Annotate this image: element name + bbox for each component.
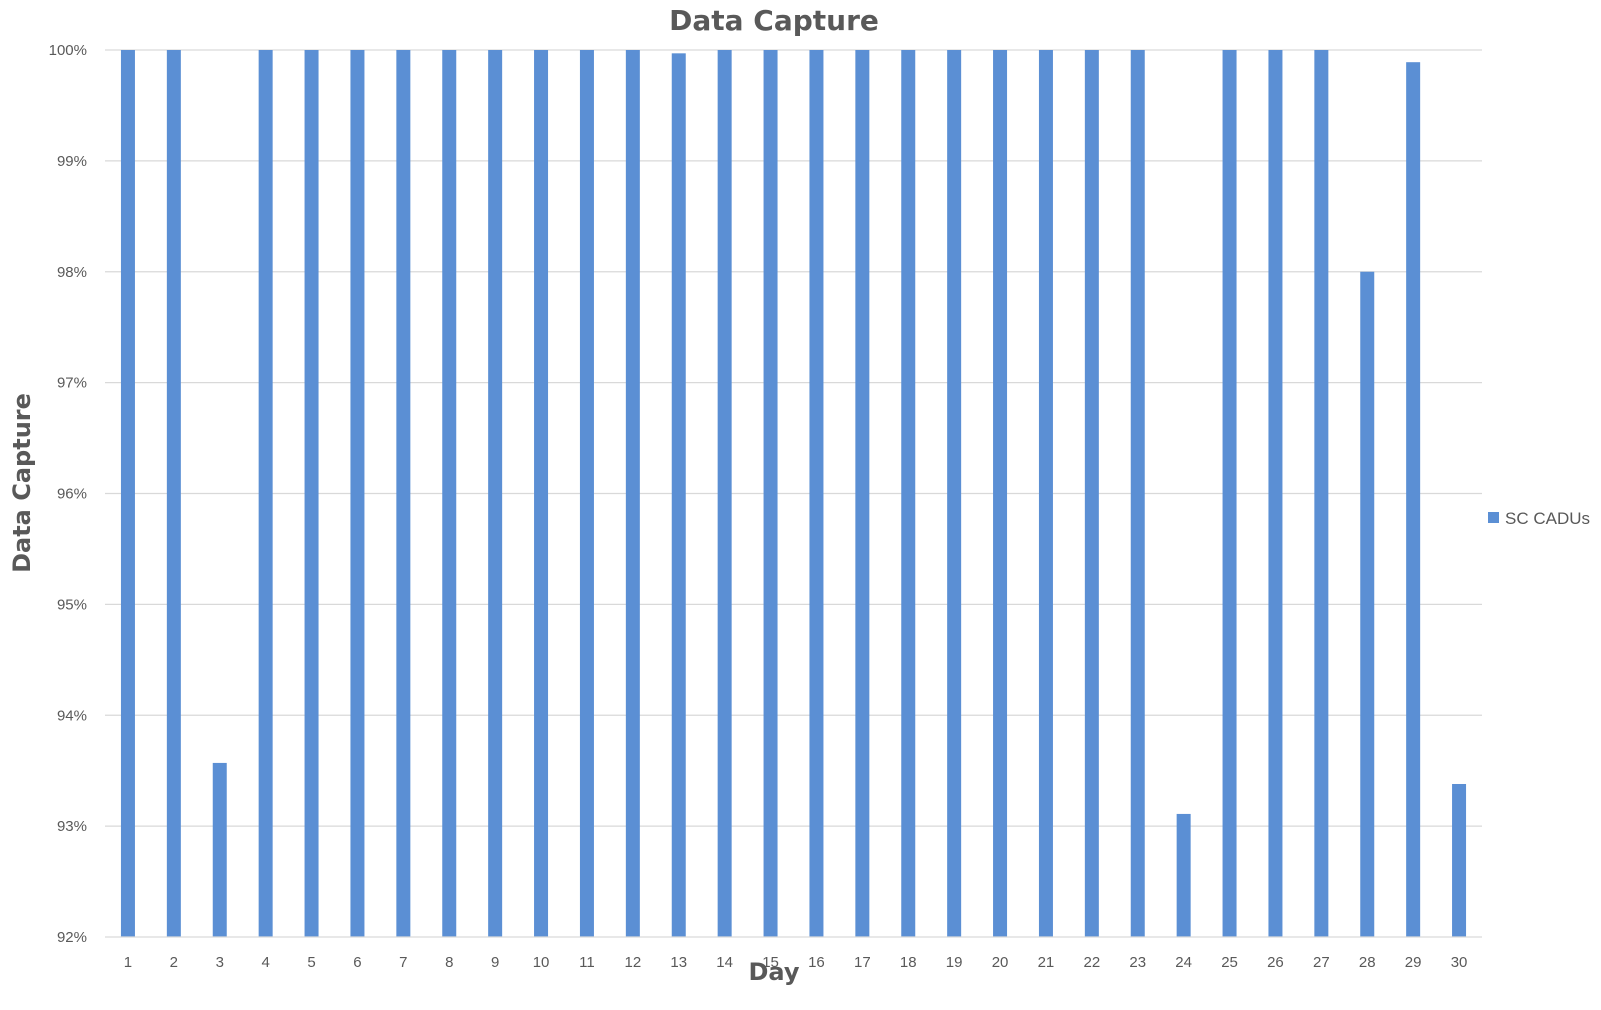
x-tick-label: 15 xyxy=(762,954,779,971)
x-tick-label: 22 xyxy=(1084,954,1101,971)
y-tick-label: 92% xyxy=(57,929,87,946)
x-tick-label: 12 xyxy=(625,954,642,971)
x-tick-label: 16 xyxy=(808,954,825,971)
bar-day-28 xyxy=(1360,271,1375,937)
bar-day-11 xyxy=(579,50,594,937)
bar-day-26 xyxy=(1268,50,1283,937)
x-tick-label: 19 xyxy=(946,954,963,971)
x-tick-label: 9 xyxy=(491,954,499,971)
legend-swatch xyxy=(1488,512,1499,523)
x-tick-label: 1 xyxy=(124,954,132,971)
y-tick-label: 98% xyxy=(57,264,87,281)
y-axis-tick-labels: 92% 93% 94% 95% 96% 97% 98% 99% 100% xyxy=(49,42,87,946)
bar-day-4 xyxy=(258,50,273,937)
x-axis-tick-labels: 1 2 3 4 5 6 7 8 9 10 11 12 13 14 15 16 17 18 19 20 21 22 23 24 2… xyxy=(124,954,1468,971)
x-tick-label: 30 xyxy=(1451,954,1468,971)
x-tick-label: 27 xyxy=(1313,954,1330,971)
x-tick-label: 18 xyxy=(900,954,917,971)
x-tick-label: 7 xyxy=(399,954,407,971)
x-axis-title: Day xyxy=(748,958,799,986)
bar-day-18 xyxy=(901,50,916,937)
bar-day-19 xyxy=(947,50,962,937)
bar-day-13 xyxy=(671,53,686,938)
x-tick-label: 4 xyxy=(261,954,269,971)
x-tick-label: 28 xyxy=(1359,954,1376,971)
chart-title: Data Capture xyxy=(669,4,879,37)
bar-day-10 xyxy=(534,50,549,937)
x-tick-label: 29 xyxy=(1405,954,1422,971)
y-tick-label: 99% xyxy=(57,153,87,170)
bar-day-16 xyxy=(809,50,824,937)
y-tick-label: 97% xyxy=(57,375,87,392)
bar-day-27 xyxy=(1314,50,1329,937)
x-tick-label: 10 xyxy=(533,954,550,971)
x-tick-label: 26 xyxy=(1267,954,1284,971)
bar-day-17 xyxy=(855,50,870,937)
bar-day-5 xyxy=(304,50,319,937)
x-tick-label: 14 xyxy=(716,954,733,971)
x-tick-label: 3 xyxy=(216,954,224,971)
bar-day-2 xyxy=(166,50,181,937)
y-tick-label: 93% xyxy=(57,818,87,835)
bars xyxy=(120,50,1467,938)
x-tick-label: 24 xyxy=(1175,954,1192,971)
bar-day-30 xyxy=(1452,783,1467,937)
bar-day-6 xyxy=(350,50,365,937)
bar-day-12 xyxy=(625,50,640,937)
x-tick-label: 11 xyxy=(579,954,595,971)
bar-day-3 xyxy=(212,762,227,937)
bar-day-23 xyxy=(1130,50,1145,937)
x-tick-label: 23 xyxy=(1129,954,1146,971)
bar-day-22 xyxy=(1084,50,1099,937)
gridlines xyxy=(105,49,1482,827)
x-tick-label: 21 xyxy=(1038,954,1055,971)
y-axis-title: Data Capture xyxy=(8,393,36,573)
bar-day-20 xyxy=(993,50,1008,937)
bar-day-1 xyxy=(120,50,135,937)
legend-label: SC CADUs xyxy=(1505,509,1590,528)
x-tick-label: 8 xyxy=(445,954,453,971)
x-tick-label: 6 xyxy=(353,954,361,971)
x-tick-label: 20 xyxy=(992,954,1009,971)
bar-day-15 xyxy=(763,50,778,937)
bar-day-29 xyxy=(1406,62,1421,938)
y-tick-label: 94% xyxy=(57,707,87,724)
y-tick-label: 96% xyxy=(57,486,87,503)
x-tick-label: 25 xyxy=(1221,954,1238,971)
y-tick-label: 95% xyxy=(57,596,87,613)
x-tick-label: 5 xyxy=(307,954,315,971)
x-tick-label: 13 xyxy=(670,954,687,971)
bar-day-24 xyxy=(1176,813,1191,937)
legend: SC CADUs xyxy=(1488,509,1590,528)
bar-day-14 xyxy=(717,50,732,937)
x-tick-label: 2 xyxy=(170,954,178,971)
y-tick-label: 100% xyxy=(49,42,87,59)
x-tick-label: 17 xyxy=(854,954,871,971)
bar-day-25 xyxy=(1222,50,1237,937)
bar-day-8 xyxy=(442,50,457,937)
bar-day-7 xyxy=(396,50,411,937)
bar-day-21 xyxy=(1038,50,1053,937)
bar-day-9 xyxy=(488,50,503,937)
